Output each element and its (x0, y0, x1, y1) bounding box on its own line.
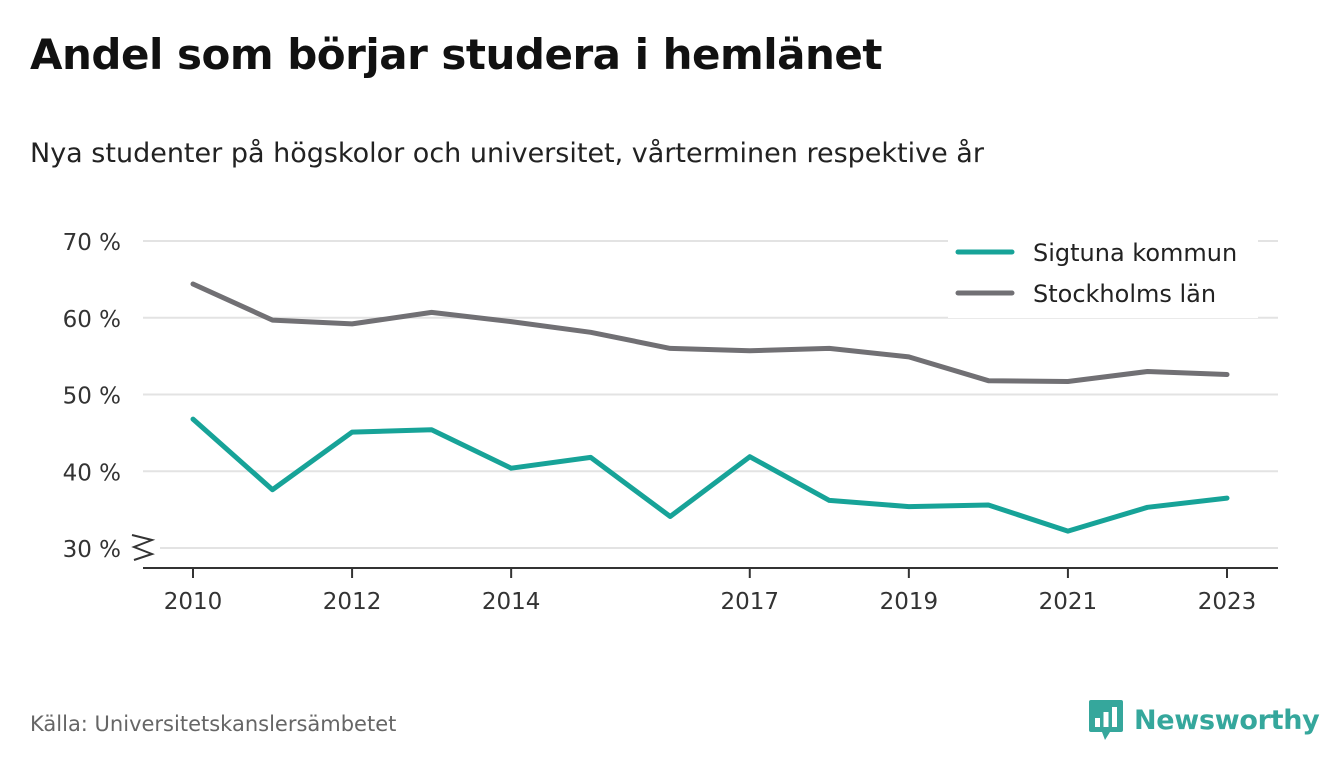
chart-subtitle: Nya studenter på högskolor och universit… (30, 138, 984, 169)
brand-name: Newsworthy (1134, 704, 1320, 736)
brand-logo: Newsworthy (1088, 698, 1320, 742)
x-tick-label: 2012 (323, 589, 382, 615)
legend: Sigtuna kommun Stockholms län (948, 236, 1258, 318)
series-lines (190, 281, 1230, 534)
series-line-stockholm (190, 281, 1230, 384)
x-tick-label: 2023 (1198, 589, 1257, 615)
chart-title: Andel som börjar studera i hemlänet (30, 30, 883, 79)
source-note: Källa: Universitetskanslersämbetet (30, 712, 397, 736)
x-tick-label: 2017 (720, 589, 779, 615)
series-line-sigtuna (190, 416, 1230, 534)
y-tick-label: 60 % (63, 307, 121, 333)
y-tick-label: 70 % (63, 230, 121, 256)
x-tick-label: 2021 (1039, 589, 1098, 615)
legend-label: Sigtuna kommun (1033, 239, 1237, 267)
x-tick-label: 2014 (482, 589, 541, 615)
x-tick-label: 2010 (164, 589, 223, 615)
legend-label: Stockholms län (1033, 280, 1216, 308)
y-tick-label: 30 % (63, 537, 121, 563)
x-tick-label: 2019 (880, 589, 939, 615)
y-tick-label: 40 % (63, 460, 121, 486)
axis-break-icon (131, 534, 156, 561)
bar-chart-speech-bubble-icon (1089, 700, 1123, 740)
axes: 30 % 40 % 50 % 60 % 70 % 2010 2012 2014 2017 2019… (63, 230, 1278, 615)
y-tick-label: 50 % (63, 384, 121, 410)
